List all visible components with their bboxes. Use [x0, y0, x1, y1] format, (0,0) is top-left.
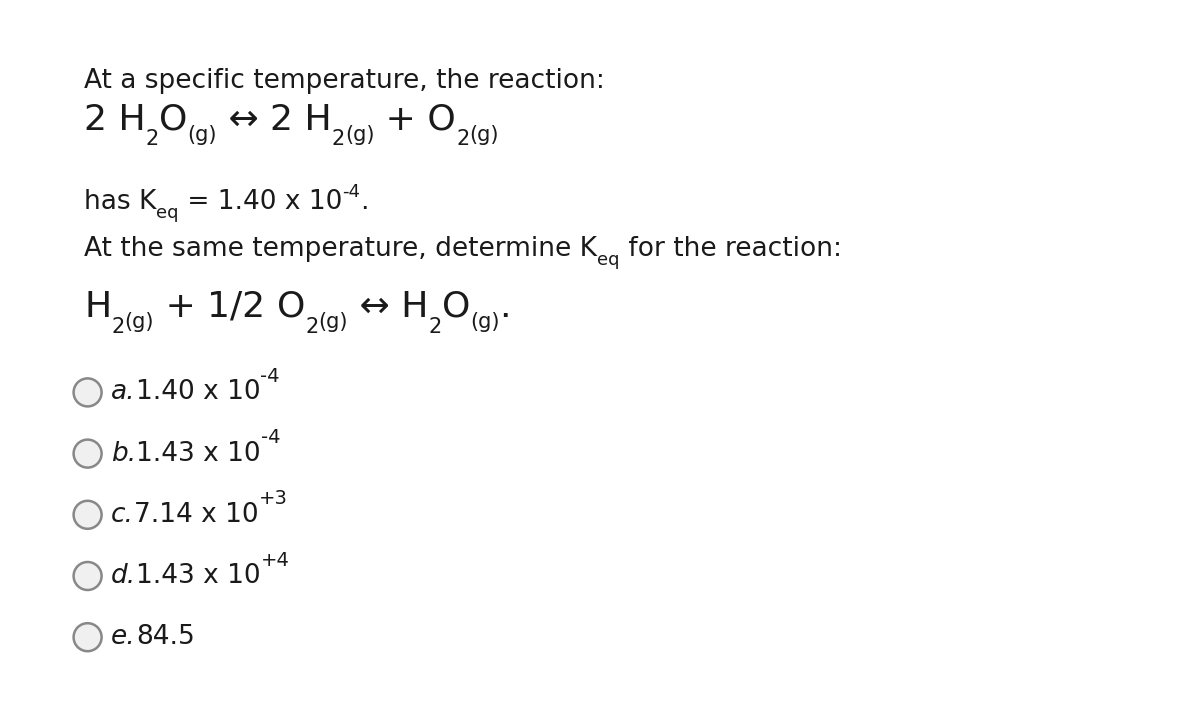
Text: ↔: ↔: [217, 102, 270, 137]
Text: -4: -4: [260, 428, 281, 447]
Text: c.: c.: [112, 502, 134, 528]
Text: +: +: [154, 289, 208, 324]
Text: 2: 2: [112, 317, 125, 337]
Text: 84.5: 84.5: [136, 624, 194, 650]
Text: 2: 2: [456, 130, 469, 150]
Text: (g): (g): [318, 312, 348, 333]
Text: ↔ H: ↔ H: [348, 289, 428, 324]
Text: O: O: [158, 102, 187, 137]
Text: +4: +4: [260, 551, 290, 570]
Text: eq: eq: [598, 251, 619, 269]
Text: 7.14 x 10: 7.14 x 10: [134, 502, 259, 528]
Text: (g): (g): [470, 312, 499, 333]
Text: 2: 2: [331, 130, 344, 150]
Text: + O: + O: [374, 102, 456, 137]
Text: 1.43 x 10: 1.43 x 10: [137, 441, 260, 467]
Text: (g): (g): [469, 125, 499, 145]
Text: 2: 2: [145, 130, 158, 150]
Text: 1.43 x 10: 1.43 x 10: [137, 563, 260, 589]
Text: .: .: [360, 189, 368, 215]
Text: O: O: [442, 289, 470, 324]
Text: At the same temperature, determine K: At the same temperature, determine K: [84, 235, 598, 261]
Text: eq: eq: [156, 204, 179, 222]
Text: has K: has K: [84, 189, 156, 215]
Text: for the reaction:: for the reaction:: [619, 235, 841, 261]
Text: b.: b.: [112, 441, 137, 467]
Text: +3: +3: [259, 490, 288, 508]
Text: -4: -4: [342, 184, 360, 202]
Text: e.: e.: [112, 624, 136, 650]
Text: -4: -4: [260, 367, 280, 386]
Text: O: O: [277, 289, 305, 324]
Text: d.: d.: [112, 563, 137, 589]
Text: a.: a.: [112, 379, 136, 405]
Text: (g): (g): [344, 125, 374, 145]
Text: 1/2: 1/2: [208, 289, 277, 324]
Text: 2: 2: [428, 317, 442, 337]
Text: 2 H: 2 H: [270, 102, 331, 137]
Text: 2 H: 2 H: [84, 102, 145, 137]
Text: H: H: [84, 289, 112, 324]
Text: At a specific temperature, the reaction:: At a specific temperature, the reaction:: [84, 68, 605, 94]
Text: .: .: [499, 289, 511, 324]
Text: = 1.40 x 10: = 1.40 x 10: [179, 189, 342, 215]
Text: 2: 2: [305, 317, 318, 337]
Text: (g): (g): [187, 125, 217, 145]
Text: 1.40 x 10: 1.40 x 10: [136, 379, 260, 405]
Text: (g): (g): [125, 312, 154, 333]
